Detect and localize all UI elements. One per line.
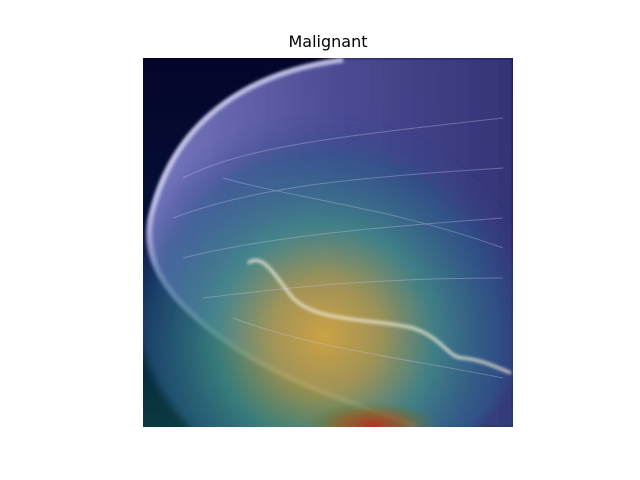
mammogram-heatmap-icon bbox=[143, 58, 513, 427]
mammogram-heatmap-image bbox=[143, 58, 513, 427]
figure-title: Malignant bbox=[288, 32, 368, 51]
